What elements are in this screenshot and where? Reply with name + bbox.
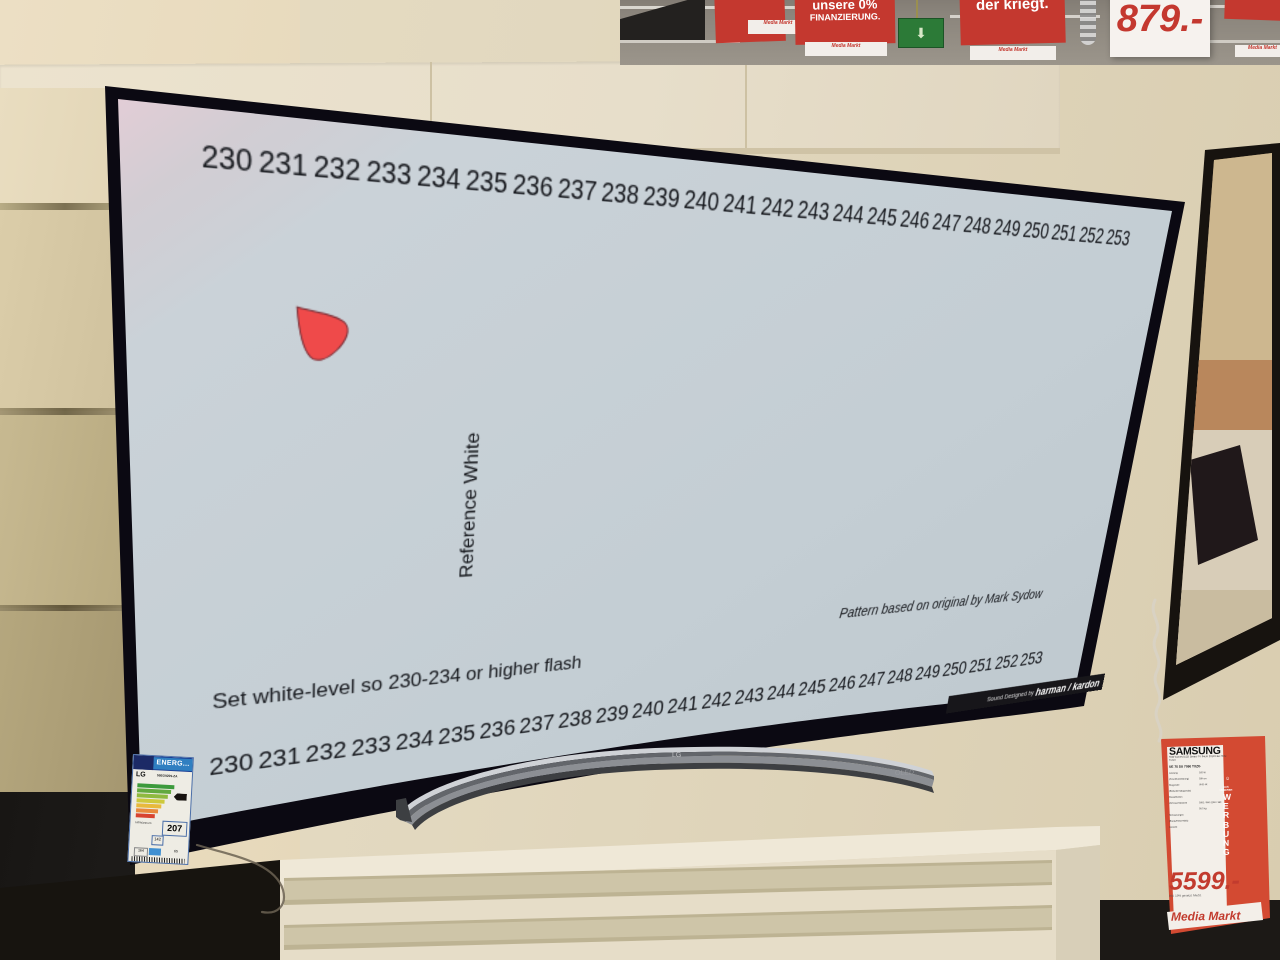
svg-text:LG: LG xyxy=(672,752,681,759)
svg-text:OLED: OLED xyxy=(895,769,914,777)
